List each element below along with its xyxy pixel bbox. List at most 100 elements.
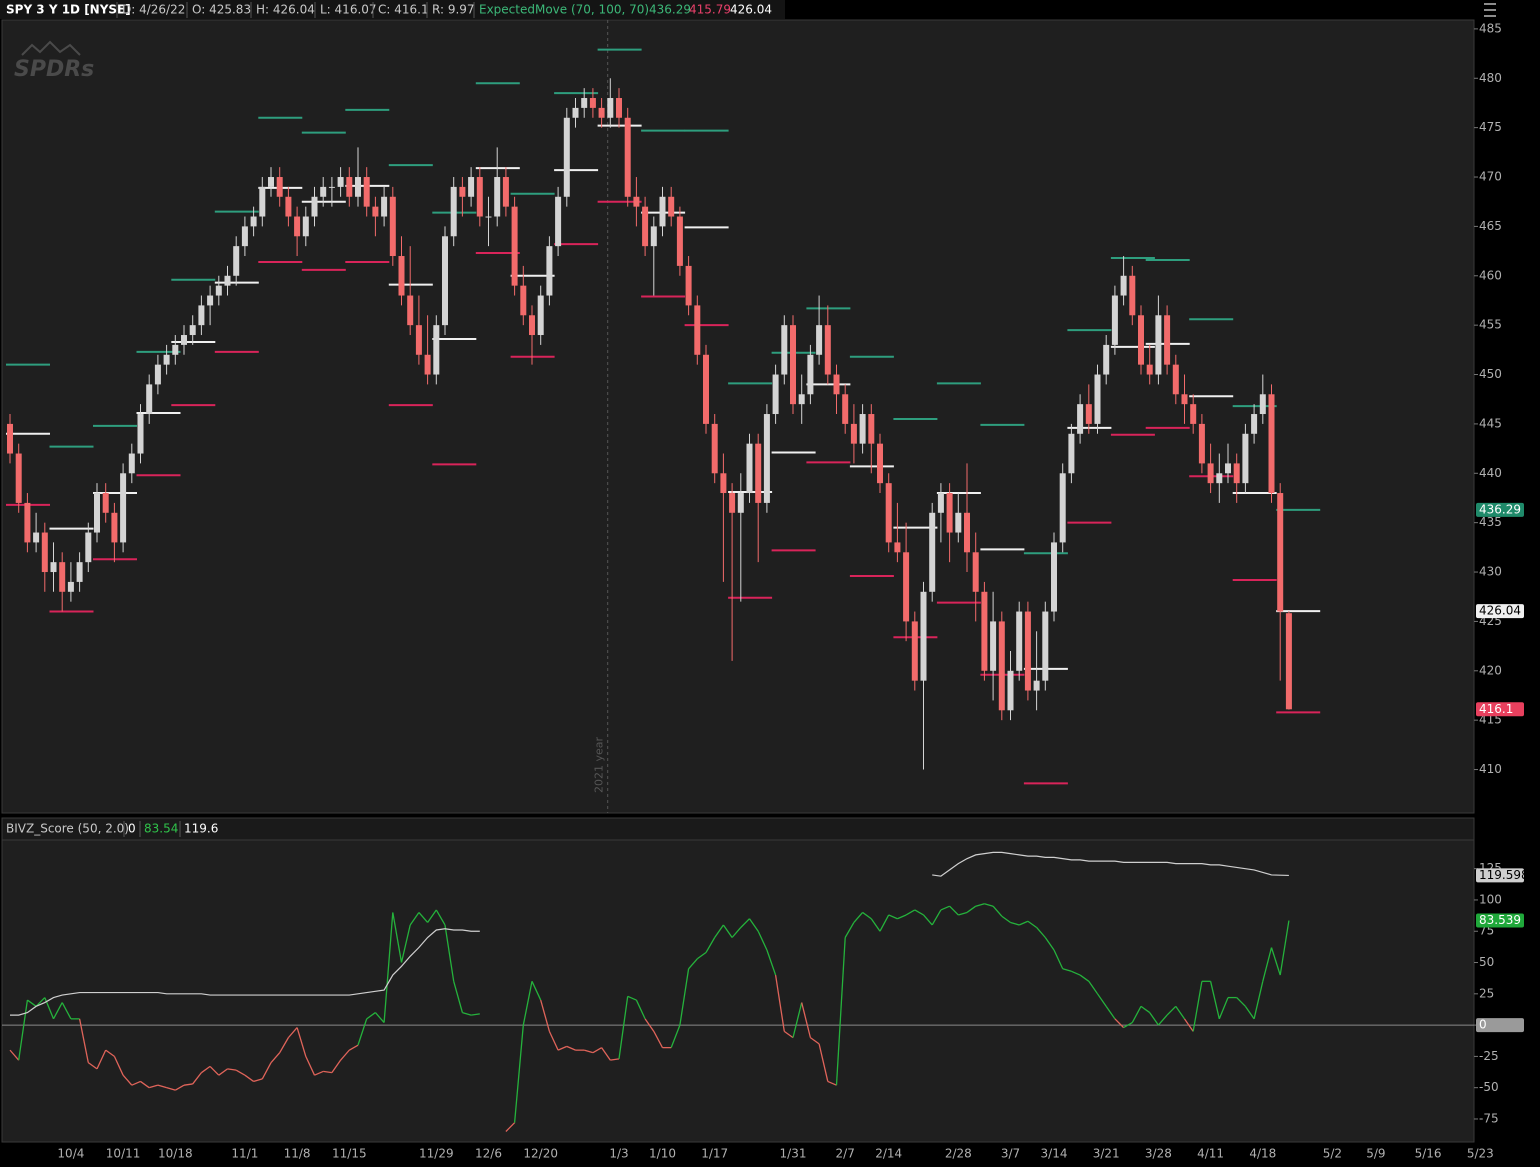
x-tick-label: 2/28 <box>945 1147 972 1161</box>
candle-body <box>929 512 936 592</box>
score-segment <box>157 1084 167 1089</box>
score-segment <box>627 995 637 1001</box>
score-segment <box>61 1002 72 1020</box>
score-segment <box>1244 1005 1255 1020</box>
candle-body <box>1181 394 1188 405</box>
candle-body <box>659 196 666 227</box>
score-segment <box>688 958 698 970</box>
candle-body <box>694 305 701 355</box>
candle-body <box>476 177 483 217</box>
candle-body <box>67 581 74 592</box>
score-segment <box>1236 997 1246 1007</box>
candle-body <box>1268 394 1275 494</box>
score-segment <box>201 1065 211 1074</box>
candle-body <box>1225 463 1231 474</box>
y-tick-label: 420 <box>1479 663 1502 677</box>
candle-body <box>302 216 309 237</box>
score-segment <box>383 912 394 1023</box>
candle-body <box>946 493 953 533</box>
score-segment <box>270 1052 281 1064</box>
score-segment <box>731 927 742 938</box>
header-field: H: 426.04 <box>256 3 315 17</box>
indicator-header <box>1 817 1475 841</box>
menu-icon[interactable] <box>1484 3 1496 17</box>
score-segment <box>914 909 924 916</box>
indicator-readout: 0 <box>128 822 136 836</box>
price-bubble-label: 426.04 <box>1479 604 1521 618</box>
header-field: D: 4/26/22 <box>122 3 185 17</box>
candle-body <box>328 186 335 188</box>
candle-body <box>320 186 327 197</box>
candle-body <box>746 443 753 494</box>
x-tick-label: 5/9 <box>1366 1147 1385 1161</box>
y-tick-label: 440 <box>1479 466 1502 480</box>
candle-body <box>285 196 292 217</box>
score-segment <box>140 1080 150 1089</box>
score-segment <box>471 1013 480 1016</box>
price-bubble-label: 0 <box>1479 1018 1487 1032</box>
candle-body <box>268 177 274 187</box>
score-segment <box>1175 1005 1186 1020</box>
candle-body <box>772 374 779 415</box>
candle-body <box>1103 344 1110 375</box>
candle-body <box>311 196 318 217</box>
candle-body <box>964 512 970 553</box>
score-segment <box>287 1027 298 1039</box>
x-tick-label: 3/28 <box>1145 1147 1172 1161</box>
score-segment <box>113 1056 124 1076</box>
score-segment <box>87 1062 98 1070</box>
score-segment <box>644 1018 655 1032</box>
score-segment <box>1218 997 1229 1020</box>
y-tick-label: 430 <box>1479 565 1502 579</box>
candle-body <box>998 621 1005 711</box>
score-segment <box>1131 1006 1142 1023</box>
watermark: SPDRs <box>14 57 94 82</box>
header-field: R: 9.97 <box>432 3 475 17</box>
score-segment <box>897 914 907 920</box>
watermark-logo <box>21 40 81 56</box>
candle-body <box>920 591 927 681</box>
candle-body <box>894 542 901 553</box>
candle-body <box>711 423 718 474</box>
score-segment <box>323 1070 332 1074</box>
score-segment <box>879 914 890 932</box>
candle-body <box>616 98 622 118</box>
score-segment <box>992 905 1003 917</box>
score-segment <box>296 1027 307 1057</box>
candle-body <box>1016 611 1023 671</box>
candle-body <box>1051 542 1057 612</box>
candle-body <box>911 621 918 681</box>
score-segment <box>462 1011 472 1016</box>
y-tick-label: 485 <box>1479 21 1502 35</box>
candle-body <box>485 216 492 218</box>
candle-body <box>1024 611 1031 691</box>
score-segment <box>513 1025 524 1123</box>
score-segment <box>766 949 777 976</box>
candle-body <box>337 177 344 187</box>
score-segment <box>1262 947 1273 982</box>
x-tick-label: 5/2 <box>1323 1147 1342 1161</box>
score-segment <box>618 996 629 1059</box>
score-segment <box>1036 927 1046 938</box>
score-segment <box>1105 1005 1116 1020</box>
candle-body <box>1094 374 1101 424</box>
score-segment <box>209 1065 220 1076</box>
x-tick-label: 11/1 <box>231 1147 258 1161</box>
x-tick-label: 3/14 <box>1041 1147 1068 1161</box>
score-segment <box>1096 993 1107 1007</box>
score-segment <box>1018 920 1029 926</box>
candle-body <box>781 325 788 375</box>
candle-body <box>798 394 805 405</box>
candle-body <box>668 196 675 217</box>
candle-body <box>1111 295 1118 345</box>
candle-body <box>50 562 57 573</box>
score-segment <box>392 912 403 963</box>
header-bar <box>0 0 785 19</box>
candle-body <box>1172 364 1179 395</box>
score-segment <box>1114 1018 1125 1029</box>
candle-body <box>198 305 205 326</box>
score-segment <box>1270 947 1281 976</box>
candle-body <box>181 335 187 345</box>
candle-body <box>1164 315 1171 365</box>
score-segment <box>78 1018 89 1063</box>
